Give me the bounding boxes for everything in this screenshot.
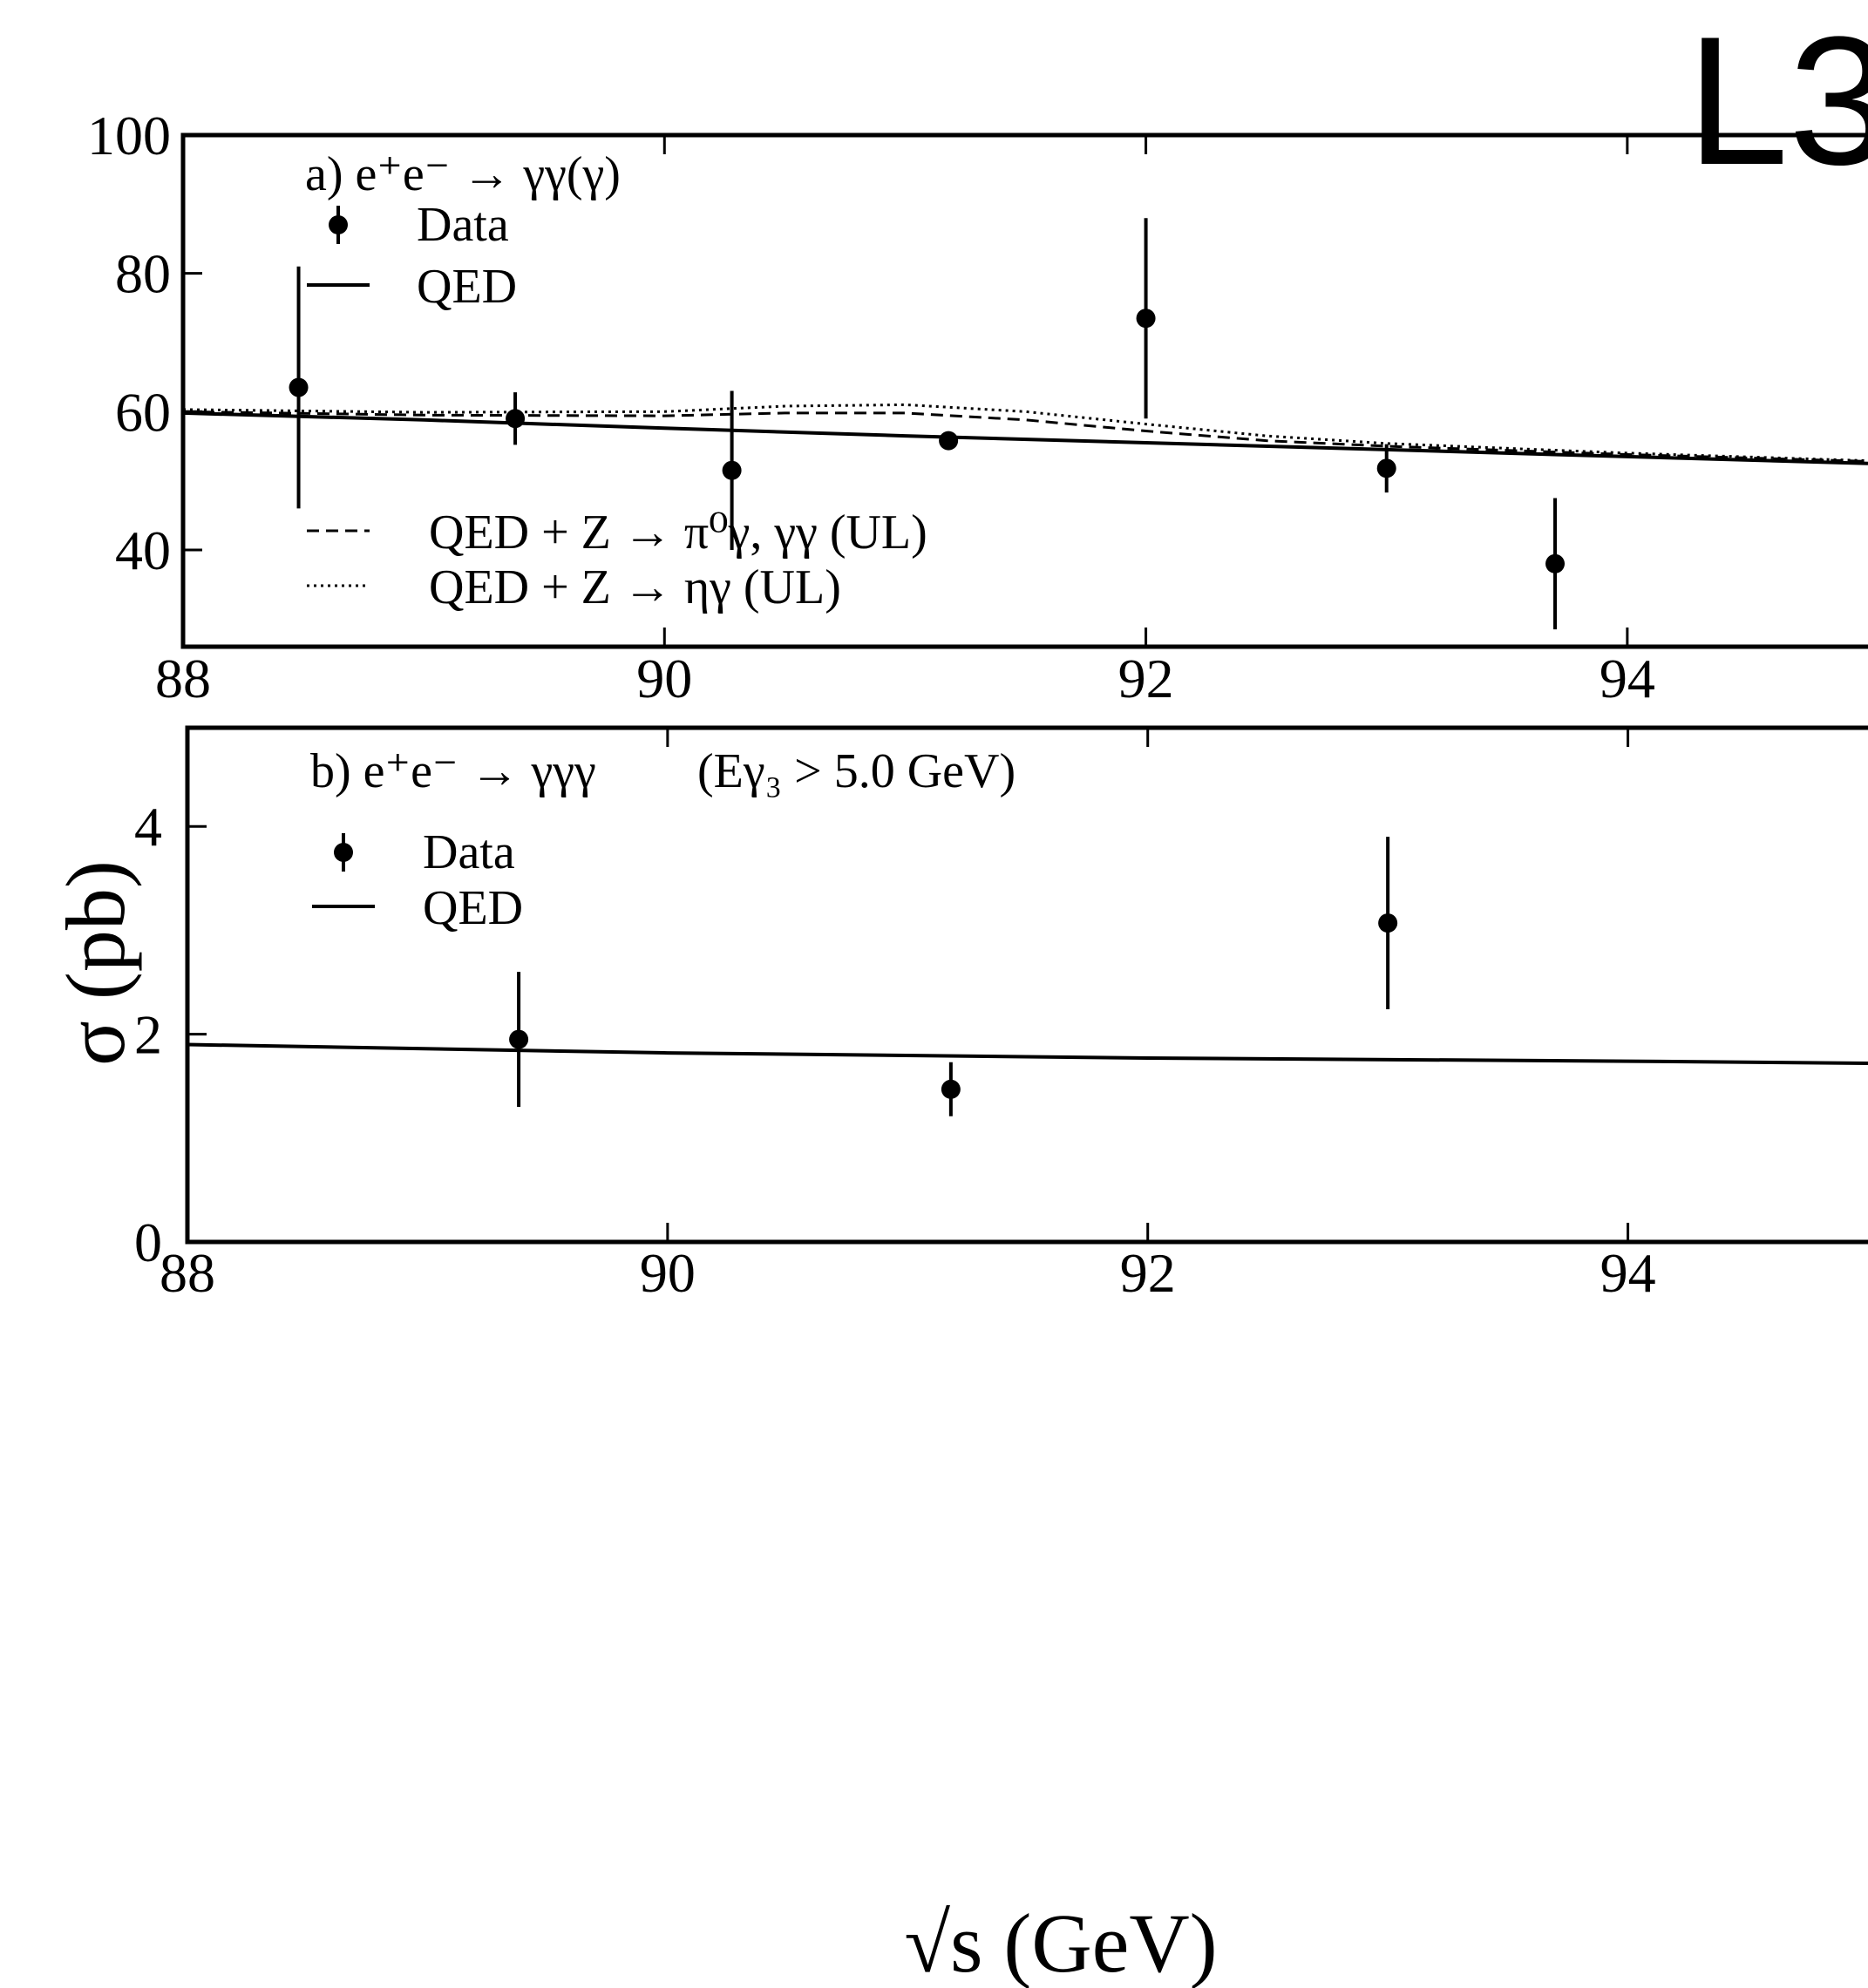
y-tick-label: 2: [134, 1004, 162, 1066]
data-point: [1376, 458, 1396, 478]
legend-marker-point: [334, 843, 353, 862]
curve-dashed: [182, 410, 1868, 463]
x-tick-label: 88: [160, 1242, 215, 1304]
legend-label: QED + Z → ηγ (UL): [429, 560, 841, 614]
y-tick-label: 100: [87, 105, 171, 166]
legend-label: Data: [417, 198, 509, 252]
plot-frame: [185, 725, 1868, 1245]
data-point: [1136, 309, 1156, 329]
legend-label: QED: [423, 881, 523, 935]
data-point: [289, 377, 309, 397]
y-tick-label: 0: [134, 1211, 162, 1273]
panel-b: 88 90 92 94 0 2 4 b) e⁺e⁻ → γγγ (Eγ₃ > 5.0 GeV) D…: [134, 725, 1868, 1304]
data-point: [939, 431, 959, 451]
curve-dotted: [182, 403, 1868, 463]
data-point: [509, 1029, 529, 1049]
curve-solid: [182, 410, 1868, 465]
y-tick-label: 60: [115, 381, 171, 443]
x-tick-label: 92: [1120, 1242, 1176, 1304]
legend-label: QED + Z → π⁰γ, γγ (UL): [429, 505, 927, 560]
x-tick-label: 94: [1600, 648, 1655, 709]
l3-logo: L3: [1687, 0, 1868, 203]
y-tick-label: 80: [115, 243, 171, 305]
x-tick-label: 94: [1600, 1242, 1656, 1304]
y-tick-label: 4: [134, 796, 162, 858]
panel-a: 88 90 92 94 40 60 80 100 a) e⁺e⁻ → γγ(γ)Data QED Q…: [87, 105, 1868, 709]
data-point: [941, 1079, 961, 1099]
x-tick-label: 90: [636, 648, 692, 709]
x-tick-label: 92: [1118, 648, 1174, 709]
data-point: [506, 409, 526, 429]
y-axis-label: σ (pb): [49, 860, 142, 1066]
data-point: [1378, 913, 1398, 933]
cut-label: (Eγ₃ > 5.0 GeV): [697, 744, 1016, 798]
x-tick-label: 90: [640, 1242, 696, 1304]
data-point: [1545, 553, 1566, 573]
data-point: [722, 460, 742, 480]
x-axis-label: √s (GeV): [904, 1896, 1217, 1988]
plot-frame: [180, 132, 1868, 649]
panel-title: a) e⁺e⁻ → γγ(γ): [305, 147, 621, 201]
panel-title: b) e⁺e⁻ → γγγ: [310, 744, 596, 798]
legend-label: QED: [417, 260, 517, 314]
y-tick-label: 40: [115, 519, 171, 581]
x-tick-label: 88: [155, 648, 211, 709]
curve-solid: [187, 1042, 1868, 1065]
legend-label: Data: [423, 825, 515, 879]
legend-marker-point: [329, 215, 348, 234]
